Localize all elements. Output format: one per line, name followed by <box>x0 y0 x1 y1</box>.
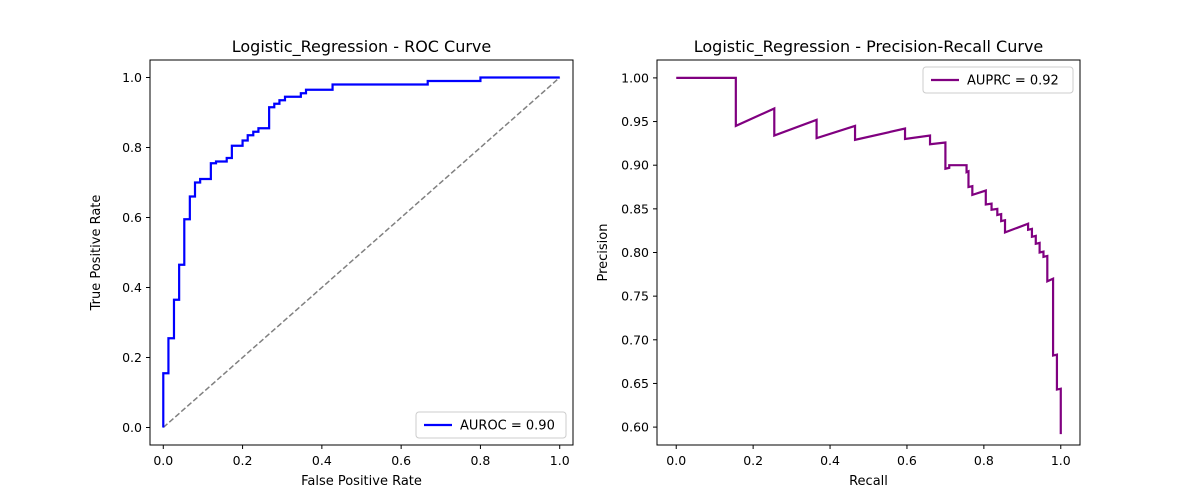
legend: AUPRC = 0.92 <box>922 66 1074 94</box>
y-tick-label: 0.8 <box>122 140 142 155</box>
x-tick-label: 0.2 <box>233 453 253 468</box>
legend: AUROC = 0.90 <box>415 411 567 439</box>
legend-label: AUPRC = 0.92 <box>967 74 1059 89</box>
y-tick-label: 1.00 <box>621 70 649 85</box>
y-tick-label: 0.6 <box>122 210 142 225</box>
y-tick-label: 0.65 <box>621 376 649 391</box>
plot-area <box>162 76 561 429</box>
x-tick-label: 1.0 <box>1051 453 1071 468</box>
x-tick-label: 1.0 <box>550 453 570 468</box>
chart-title: Logistic_Regression - ROC Curve <box>232 37 492 57</box>
legend-box <box>415 411 567 439</box>
precision-recall-chart: 0.0 0.2 0.4 0.6 0.8 1.0 0.60 0.65 0.70 0.75 0.80 0.… <box>596 37 1081 489</box>
y-tick-label: 0.90 <box>621 158 649 173</box>
y-tick-label: 0.70 <box>621 332 649 347</box>
x-tick-label: 0.6 <box>897 453 917 468</box>
x-tick-label: 0.8 <box>470 453 490 468</box>
y-axis-label: Precision <box>596 223 611 281</box>
axes-frame <box>656 59 1081 446</box>
x-tick-label: 0.4 <box>312 453 332 468</box>
x-tick-label: 0.4 <box>820 453 840 468</box>
series-line <box>676 76 1062 435</box>
x-tick-label: 0.2 <box>743 453 763 468</box>
chance-line <box>162 76 561 429</box>
x-tick-label: 0.0 <box>153 453 173 468</box>
y-tick-label: 0.75 <box>621 289 649 304</box>
series-line <box>162 76 560 428</box>
x-tick-label: 0.8 <box>974 453 994 468</box>
x-axis-label: False Positive Rate <box>301 474 422 489</box>
y-tick-label: 0.80 <box>621 245 649 260</box>
legend-label: AUROC = 0.90 <box>460 419 555 434</box>
x-tick-label: 0.6 <box>391 453 411 468</box>
y-tick-label: 0.60 <box>621 420 649 435</box>
y-tick-label: 0.95 <box>621 114 649 129</box>
y-axis-label: True Positive Rate <box>89 195 104 312</box>
y-tick-label: 0.85 <box>621 201 649 216</box>
legend-box <box>922 66 1074 94</box>
y-tick-label: 0.0 <box>122 420 142 435</box>
axes-frame <box>149 59 574 446</box>
x-tick-label: 0.0 <box>666 453 686 468</box>
y-tick-label: 1.0 <box>122 70 142 85</box>
chart-title: Logistic_Regression - Precision-Recall C… <box>694 37 1044 57</box>
x-axis-label: Recall <box>849 474 888 489</box>
y-tick-label: 0.2 <box>122 350 142 365</box>
plot-area <box>676 76 1062 435</box>
y-tick-label: 0.4 <box>122 280 142 295</box>
roc-chart: 0.0 0.2 0.4 0.6 0.8 1.0 0.0 0.2 0.4 0.6 0.8 1.0 Logi… <box>89 37 574 489</box>
